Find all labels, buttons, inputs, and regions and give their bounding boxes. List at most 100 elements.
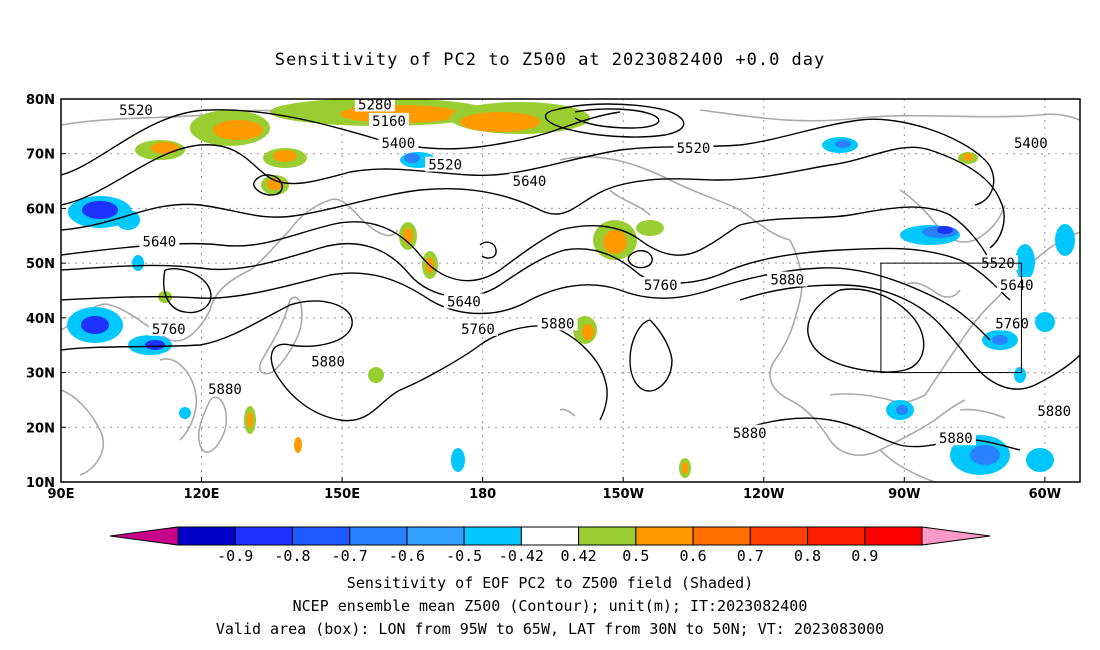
colorbar-swatch bbox=[578, 526, 637, 546]
colorbar-label: -0.7 bbox=[332, 547, 368, 565]
contour-label: 5760 bbox=[995, 316, 1029, 332]
colorbar-label: 0.9 bbox=[851, 547, 878, 565]
contour-label-bg bbox=[935, 430, 976, 446]
sensitivity-patch bbox=[636, 220, 664, 236]
contour-label: 5400 bbox=[1014, 136, 1048, 152]
contour-label: 5640 bbox=[1000, 278, 1034, 294]
contour-label: 5760 bbox=[644, 278, 678, 294]
sensitivity-patch bbox=[970, 445, 1000, 465]
contour-label-bg bbox=[996, 277, 1037, 293]
lon-label: 180 bbox=[469, 487, 496, 502]
contour-label-bg bbox=[425, 156, 466, 172]
sensitivity-patch bbox=[213, 120, 263, 140]
gridlines bbox=[61, 99, 1080, 482]
contour-label: 5520 bbox=[119, 103, 153, 119]
colorbar: -0.9 -0.8 -0.7 -0.6 -0.5 -0.42 0.42 0.5 0.6 0.7 0.… bbox=[109, 526, 991, 565]
colorbar-label: 0.7 bbox=[737, 547, 764, 565]
sensitivity-patch bbox=[963, 153, 973, 161]
colorbar-swatch bbox=[463, 526, 522, 546]
colorbar-label: 0.5 bbox=[622, 547, 649, 565]
caption-valid-area: Valid area (box): LON from 95W to 65W, L… bbox=[215, 620, 885, 638]
sensitivity-patch bbox=[1015, 244, 1035, 280]
contour-label-bg bbox=[767, 271, 808, 287]
contour-label: 5520 bbox=[677, 141, 711, 157]
contour-label-bg bbox=[204, 380, 245, 396]
contour-label: 5760 bbox=[461, 322, 495, 338]
valid-area-rect bbox=[880, 262, 1022, 374]
contour-label-bg bbox=[978, 255, 1019, 271]
colorbar-swatch bbox=[807, 526, 866, 546]
lat-label: 50N bbox=[26, 257, 55, 272]
sensitivity-patch bbox=[368, 367, 384, 383]
colorbar-swatch bbox=[520, 526, 580, 546]
lon-label: 150E bbox=[324, 487, 360, 502]
sensitivity-patch bbox=[1035, 312, 1055, 332]
sensitivity-patch bbox=[937, 226, 953, 234]
sensitivity-patch bbox=[151, 142, 179, 154]
map-title: Sensitivity of PC2 to Z500 at 2023082400… bbox=[274, 50, 826, 70]
caption-contour: NCEP ensemble mean Z500 (Contour); unit(… bbox=[292, 597, 808, 615]
map-frame bbox=[60, 98, 1081, 483]
lat-label: 20N bbox=[26, 421, 55, 436]
contour-label-bg bbox=[729, 424, 770, 440]
colorbar-label: -0.42 bbox=[499, 547, 544, 565]
sensitivity-patch bbox=[247, 412, 253, 428]
valid-area-box bbox=[880, 262, 1022, 374]
colorbar-label: 0.42 bbox=[561, 547, 597, 565]
colorbar-swatch bbox=[177, 526, 236, 546]
contour-label-bg bbox=[148, 320, 189, 336]
sensitivity-patch bbox=[835, 140, 851, 148]
lon-label: 90E bbox=[48, 487, 75, 502]
sensitivity-patch bbox=[179, 407, 191, 419]
contour-label-bg bbox=[354, 96, 395, 112]
contour-label: 5640 bbox=[143, 234, 177, 250]
sensitivity-patch bbox=[132, 255, 144, 271]
lon-label: 90W bbox=[888, 487, 920, 502]
contour-label: 5880 bbox=[770, 273, 804, 289]
lat-label: 60N bbox=[26, 202, 55, 217]
contour-label-bg bbox=[368, 112, 409, 128]
contour-label: 5520 bbox=[981, 256, 1015, 272]
z500-contours bbox=[61, 103, 1080, 451]
contour-label-bg bbox=[378, 134, 419, 150]
sensitivity-patch bbox=[81, 316, 109, 334]
lat-label: 30N bbox=[26, 367, 55, 382]
sensitivity-patch bbox=[451, 448, 465, 472]
sensitivity-patch bbox=[82, 201, 118, 219]
sensitivity-patch bbox=[582, 324, 594, 340]
contour-label: 5880 bbox=[541, 316, 575, 332]
colorbar-swatch bbox=[291, 526, 351, 546]
contour-label: 5640 bbox=[447, 294, 481, 310]
contour-label-bg bbox=[308, 353, 349, 369]
lon-label: 60W bbox=[1029, 487, 1061, 502]
colorbar-swatch bbox=[234, 526, 293, 546]
contour-label-bg bbox=[640, 277, 681, 293]
contour-label-bg bbox=[115, 101, 156, 117]
sensitivity-patch bbox=[1055, 224, 1075, 256]
colorbar-min-arrow bbox=[109, 526, 179, 546]
contour-label-bg bbox=[443, 293, 484, 309]
colorbar-swatch bbox=[864, 526, 923, 546]
colorbar-label: -0.5 bbox=[446, 547, 482, 565]
colorbar-max-arrow bbox=[921, 526, 991, 546]
contour-label: 5760 bbox=[152, 322, 186, 338]
contour-label: 5280 bbox=[358, 97, 392, 113]
lon-label: 120E bbox=[184, 487, 220, 502]
contour-label: 5400 bbox=[381, 136, 415, 152]
colorbar-swatch bbox=[749, 526, 809, 546]
contour-label: 5880 bbox=[939, 431, 973, 447]
sensitivity-patch bbox=[460, 112, 540, 132]
contour-label-bg bbox=[673, 140, 714, 156]
contour-label-bg bbox=[992, 315, 1033, 331]
sensitivity-patch bbox=[273, 150, 297, 162]
colorbar-swatch bbox=[406, 526, 465, 546]
contour-label-bg bbox=[537, 315, 578, 331]
sensitivity-patch bbox=[896, 405, 908, 415]
contour-label: 5640 bbox=[513, 174, 547, 190]
colorbar-label: -0.9 bbox=[217, 547, 253, 565]
sensitivity-patch bbox=[682, 462, 688, 474]
sensitivity-patch bbox=[1014, 367, 1026, 383]
contour-label-bg bbox=[1034, 402, 1075, 418]
sensitivity-patch bbox=[992, 335, 1008, 345]
